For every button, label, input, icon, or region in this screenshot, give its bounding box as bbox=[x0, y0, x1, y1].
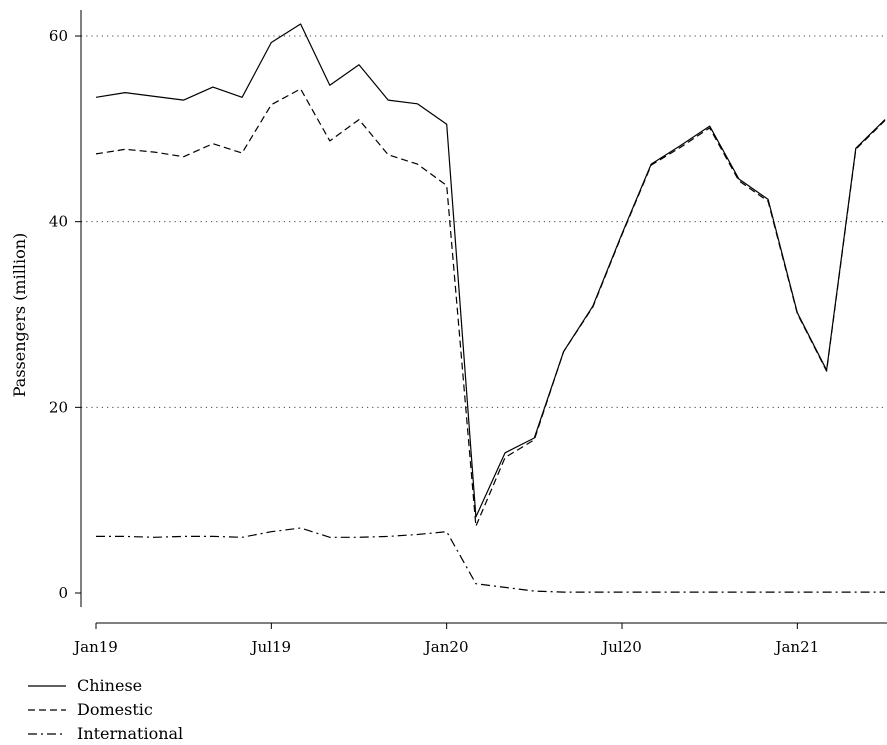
tick-marks: 0 20 40 60 Jan19 Jul19 Jan20 Jul20 Jan21 bbox=[49, 27, 819, 656]
x-tick-label: Jul19 bbox=[250, 638, 292, 656]
y-tick-label: 0 bbox=[58, 584, 68, 602]
legend-label-chinese: Chinese bbox=[77, 676, 142, 695]
x-tick-label: Jan20 bbox=[423, 638, 469, 656]
y-tick-label: 40 bbox=[49, 213, 68, 231]
series-lines bbox=[95, 23, 886, 593]
legend-label-international: International bbox=[77, 724, 183, 743]
x-tick-label: Jan21 bbox=[773, 638, 819, 656]
legend-label-domestic: Domestic bbox=[77, 700, 153, 719]
y-tick-label: 20 bbox=[49, 398, 68, 416]
gridlines bbox=[81, 35, 887, 408]
legend: Chinese Domestic International bbox=[28, 676, 183, 743]
x-tick-label: Jul20 bbox=[600, 638, 642, 656]
series-line-international bbox=[96, 527, 885, 593]
series-line-chinese bbox=[95, 23, 886, 518]
y-tick-label: 60 bbox=[49, 27, 68, 45]
axes bbox=[80, 10, 887, 624]
x-tick-label: Jan19 bbox=[72, 638, 118, 656]
series-line-domestic bbox=[95, 88, 886, 527]
y-axis-label: Passengers (million) bbox=[10, 233, 29, 398]
